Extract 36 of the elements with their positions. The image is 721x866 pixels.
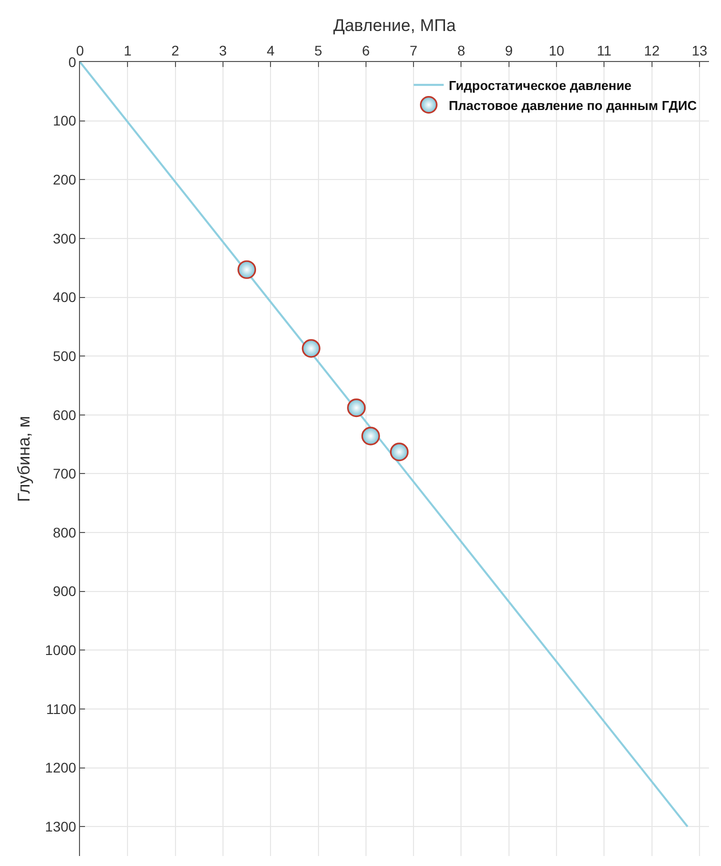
x-tick-label: 12 bbox=[644, 42, 660, 58]
x-tick-label: 13 bbox=[692, 42, 708, 58]
y-tick-label: 1100 bbox=[46, 700, 76, 717]
y-tick-label: 1300 bbox=[45, 818, 76, 834]
point bbox=[302, 339, 320, 358]
y-tick-label: 500 bbox=[52, 348, 76, 364]
x-tick-label: 1 bbox=[124, 42, 132, 58]
x-tick-label: 7 bbox=[410, 42, 418, 58]
x-tick-label: 5 bbox=[314, 42, 322, 58]
y-tick-label: 700 bbox=[52, 466, 76, 482]
x-tick-label: 9 bbox=[504, 42, 513, 58]
x-tick-label: 3 bbox=[219, 42, 228, 58]
y-tick-label: 1200 bbox=[45, 760, 76, 776]
y-tick-label: 800 bbox=[52, 524, 76, 540]
x-tick-label: 11 bbox=[596, 42, 612, 58]
y-tick-label: 900 bbox=[52, 583, 76, 600]
y-tick-label: 600 bbox=[52, 406, 76, 423]
point bbox=[347, 398, 366, 418]
y-tick-label: 0 bbox=[68, 54, 76, 70]
x-tick-label: 4 bbox=[266, 42, 275, 58]
x-tick-label: 8 bbox=[457, 42, 466, 58]
y-axis-title: Глубина, м bbox=[14, 416, 34, 502]
legend-label: Гидростатическое давление bbox=[448, 78, 632, 93]
y-tick-label: 300 bbox=[52, 230, 76, 246]
x-tick-label: 2 bbox=[171, 42, 180, 58]
y-tick-label: 400 bbox=[52, 289, 76, 306]
x-tick-label: 10 bbox=[548, 42, 565, 58]
x-tick-label: 6 bbox=[362, 42, 370, 58]
point bbox=[361, 426, 380, 446]
legend-label: Пластовое давление по данным ГДИС bbox=[448, 98, 698, 113]
point bbox=[237, 260, 256, 279]
y-tick-label: 1000 bbox=[45, 642, 76, 658]
y-tick-label: 100 bbox=[52, 112, 76, 129]
y-tick-label: 200 bbox=[52, 172, 76, 188]
point bbox=[390, 442, 409, 462]
x-axis-title: Давление, МПа bbox=[333, 16, 456, 35]
